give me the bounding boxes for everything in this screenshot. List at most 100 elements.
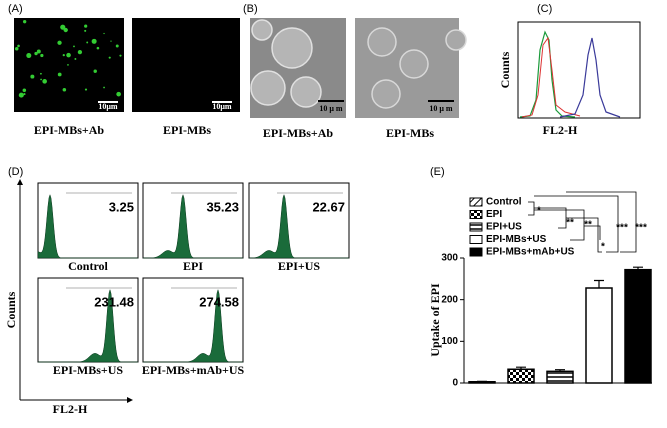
- gate-value: 231.48: [94, 294, 134, 309]
- x-axis-label: FL2-H: [53, 402, 88, 416]
- dot: [103, 86, 105, 89]
- dot: [60, 24, 66, 30]
- legend-swatch: [469, 197, 483, 207]
- caption: EPI: [183, 259, 203, 273]
- dot: [93, 69, 97, 73]
- histogram: [142, 193, 243, 259]
- histogram-curve: [519, 30, 576, 118]
- dot: [57, 40, 62, 45]
- panel-label: (B): [243, 3, 258, 15]
- caption: EPI-MBs: [386, 126, 434, 140]
- dot: [26, 53, 32, 59]
- bar: [507, 368, 535, 384]
- dot: [62, 54, 65, 57]
- dot: [22, 88, 27, 93]
- dot: [17, 44, 20, 48]
- scale-label: 10μm: [212, 102, 232, 111]
- dot: [22, 20, 27, 24]
- dot: [30, 74, 35, 79]
- y-tick-label: 200: [441, 294, 458, 305]
- dot: [84, 24, 88, 28]
- bar: [585, 287, 613, 384]
- fluorescence-image: [132, 18, 240, 112]
- plot-frame: [248, 182, 350, 259]
- dot: [14, 47, 19, 51]
- dot: [77, 50, 83, 55]
- dot: [23, 93, 26, 96]
- legend-label: EPI-MBs+US: [486, 234, 547, 245]
- bar: [468, 381, 496, 384]
- y-axis-label: Counts: [498, 51, 512, 88]
- cells: [250, 19, 322, 108]
- dot: [36, 49, 41, 54]
- scale-bar: [318, 100, 344, 102]
- panel-label: (E): [430, 166, 445, 178]
- significance: ***: [616, 223, 628, 234]
- significance: **: [584, 220, 592, 231]
- significance: ***: [635, 223, 647, 234]
- bar: [546, 370, 574, 384]
- scale-bar: [98, 101, 118, 103]
- flow-histograms: 3.25 Control 35.23 EPI 22.67 EPI+US 231.48 EPI-…: [37, 182, 350, 377]
- dot: [110, 40, 112, 42]
- caption: Control: [68, 259, 108, 273]
- dot: [84, 88, 88, 91]
- gate-value: 22.67: [312, 199, 345, 214]
- histogram: [143, 288, 243, 363]
- histogram: [38, 288, 138, 363]
- plot-frame: [517, 21, 641, 119]
- error-bar: [516, 366, 526, 370]
- legend-label: EPI-MBs+mAb+US: [486, 247, 575, 258]
- cells: [367, 27, 467, 109]
- dot: [34, 51, 38, 56]
- legend-swatch: [469, 247, 483, 257]
- dot: [62, 88, 67, 92]
- dot: [103, 32, 105, 35]
- dot: [108, 56, 111, 59]
- plot-frame: [37, 277, 139, 363]
- legend-swatch: [469, 235, 483, 244]
- dot: [63, 27, 68, 33]
- caption: EPI-MBs+Ab: [34, 123, 105, 137]
- plot-frame: [142, 182, 244, 259]
- scale-bar: [428, 100, 454, 102]
- dot: [91, 38, 97, 44]
- histogram-curve: [559, 37, 621, 118]
- error-bar: [594, 279, 604, 288]
- significance: **: [566, 218, 574, 229]
- significance: *: [537, 206, 541, 217]
- dot: [66, 52, 71, 58]
- caption: EPI-MBs+US: [53, 363, 124, 377]
- legend-swatch: [469, 222, 483, 232]
- panel-label: (A): [8, 3, 23, 15]
- panel-label: (C): [537, 3, 552, 15]
- dot: [40, 72, 42, 75]
- fluorescence-image: [14, 18, 124, 112]
- x-axis-label: FL2-H: [543, 123, 578, 137]
- fluorescent-dots: [14, 20, 122, 98]
- scale-label: 10 μ m: [429, 104, 453, 113]
- error-bar: [633, 266, 643, 270]
- histogram: [37, 193, 138, 259]
- significance-brackets: [528, 191, 637, 253]
- gate-value: 3.25: [109, 199, 134, 214]
- legend-label: Control: [486, 197, 522, 208]
- dot: [67, 64, 69, 66]
- legend-label: EPI+US: [486, 222, 522, 233]
- significance: *: [601, 242, 605, 253]
- dot: [74, 58, 77, 60]
- dot: [57, 72, 62, 77]
- scale-bar: [212, 101, 232, 103]
- dot: [42, 79, 47, 84]
- gate-value: 274.58: [199, 294, 239, 309]
- scale-label: 10μm: [98, 102, 118, 111]
- histogram-curve: [521, 36, 581, 118]
- dot: [84, 29, 87, 32]
- scale-label: 10 μ m: [319, 104, 343, 113]
- gate-value: 35.23: [206, 199, 239, 214]
- caption: EPI-MBs+mAb+US: [142, 363, 245, 377]
- y-tick-label: 300: [441, 253, 458, 264]
- bar: [624, 268, 652, 384]
- histogram: [248, 193, 349, 259]
